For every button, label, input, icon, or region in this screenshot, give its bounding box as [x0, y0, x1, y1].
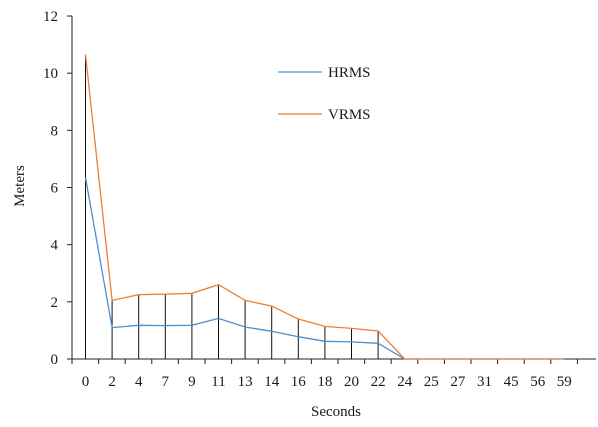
- x-tick-label: 59: [557, 374, 572, 390]
- x-tick-label: 9: [188, 374, 196, 390]
- y-tick-label: 6: [51, 181, 59, 197]
- y-tick-label: 10: [43, 66, 58, 82]
- x-tick-label: 13: [238, 374, 253, 390]
- y-tick-label: 2: [51, 295, 59, 311]
- x-tick-label: 0: [82, 374, 90, 390]
- x-tick-label: 45: [504, 374, 519, 390]
- x-tick-label: 56: [530, 374, 546, 390]
- y-tick-label: 8: [51, 123, 59, 139]
- x-tick-label: 22: [371, 374, 386, 390]
- legend: HRMS VRMS: [278, 65, 371, 123]
- x-tick-label: 2: [108, 374, 116, 390]
- y-tick-label: 12: [43, 9, 58, 25]
- x-tick-label: 31: [477, 374, 492, 390]
- series-line-vrms: [84, 54, 565, 360]
- y-tick-label: 0: [51, 352, 59, 368]
- x-tick-label: 4: [135, 374, 143, 390]
- series-lines: [84, 54, 565, 360]
- x-axis: 0 2 4 7 9 11 13 14 16 18 20 22 24 25 27 31 45 56 59: [71, 358, 596, 390]
- x-tick-label: 16: [291, 374, 307, 390]
- x-tick-label: 14: [264, 374, 280, 390]
- x-tick-label: 27: [450, 374, 466, 390]
- x-tick-label: 18: [317, 374, 332, 390]
- x-tick-label: 7: [162, 374, 170, 390]
- y-axis: 0 2 4 6 8 10 12: [43, 9, 73, 368]
- drop-lines: [85, 54, 379, 359]
- x-tick-label: 20: [344, 374, 359, 390]
- x-tick-label: 11: [211, 374, 225, 390]
- y-tick-label: 4: [51, 238, 59, 254]
- legend-label-hrms: HRMS: [328, 65, 371, 81]
- x-tick-label: 25: [424, 374, 439, 390]
- x-tick-label: 24: [397, 374, 413, 390]
- legend-label-vrms: VRMS: [328, 107, 371, 123]
- y-axis-title: Meters: [12, 165, 28, 207]
- x-axis-title: Seconds: [311, 404, 361, 420]
